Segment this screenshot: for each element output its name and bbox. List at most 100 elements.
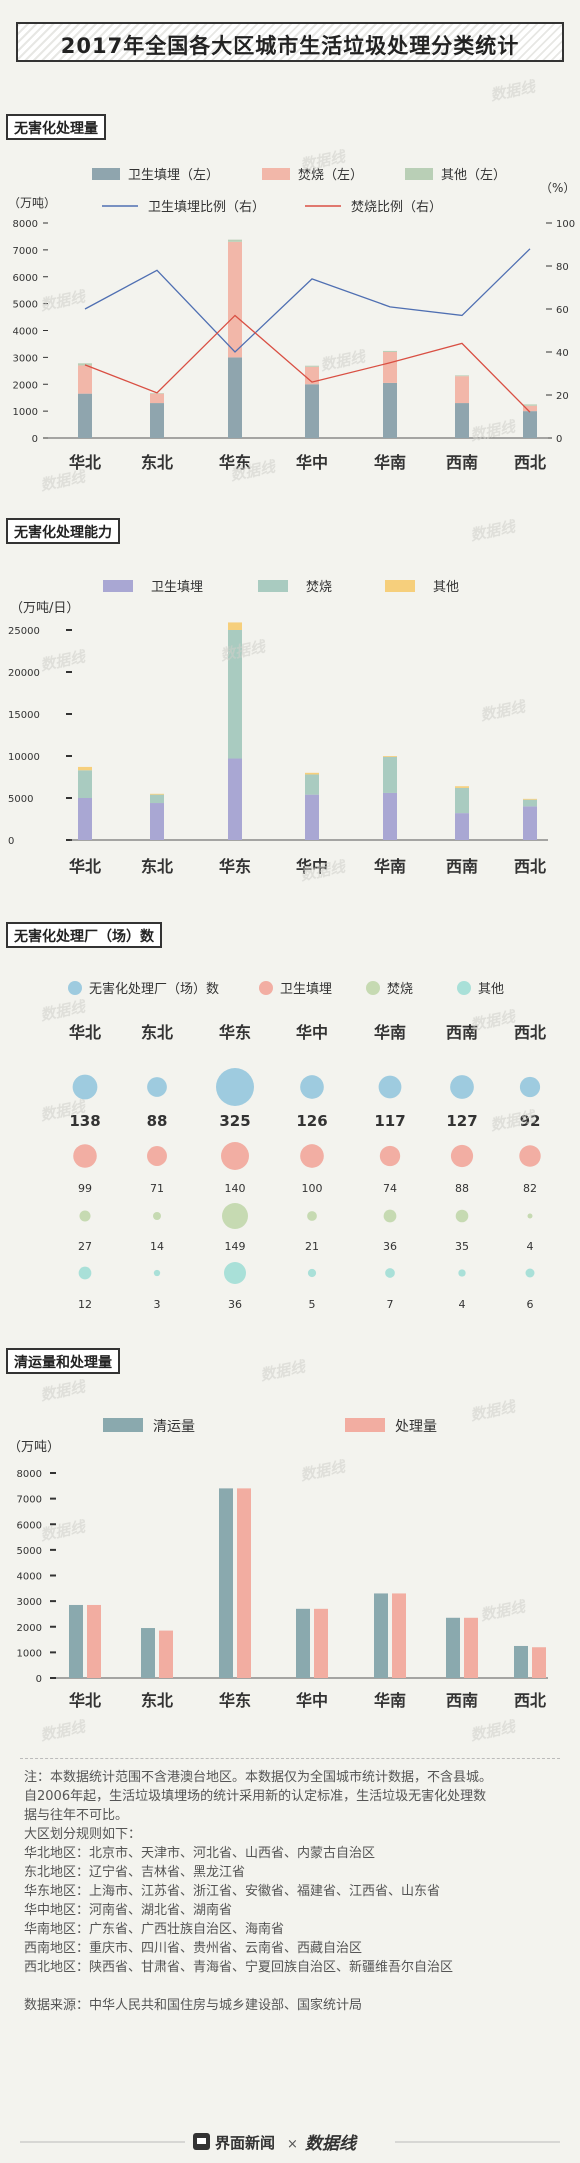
y-tick-label: 1000 [13, 407, 38, 418]
bubble-2-5 [455, 1209, 469, 1223]
x-tick-label: 华北 [69, 857, 101, 876]
x-tick-label: 华东 [219, 857, 251, 876]
legend-label-2: 其他 [433, 580, 459, 595]
y-tick-label: 5000 [8, 794, 33, 805]
y-tick-label: 7000 [17, 1495, 42, 1506]
bubble-value: 82 [523, 1182, 537, 1195]
bar-1-1 [150, 393, 164, 404]
bar-0-4 [383, 792, 397, 840]
bar-0-2 [219, 1488, 233, 1678]
bar-2-1 [150, 793, 164, 795]
bar-1-4 [392, 1593, 406, 1678]
legend-label-1: 处理量 [395, 1419, 437, 1435]
column-header: 东北 [141, 1023, 173, 1042]
legend-swatch-2 [405, 168, 433, 180]
bubble-2-4 [383, 1209, 397, 1223]
note-line: 注：本数据统计范围不含港澳台地区。本数据仅为全国城市统计数据，不含县城。 [24, 1770, 493, 1785]
bubble-value: 127 [446, 1112, 477, 1130]
section-title-plant-count: 无害化处理厂（场）数 [6, 922, 162, 948]
bubble-0-0 [72, 1074, 98, 1100]
bubble-3-1 [153, 1269, 161, 1277]
footer: 界面新闻 × 数据线 [20, 2133, 560, 2154]
legend-label-2: 其他（左） [441, 168, 506, 183]
y-tick-label: 3000 [17, 1597, 42, 1608]
y-tick-label: 0 [8, 836, 14, 847]
note-line: 自2006年起，生活垃圾填埋场的统计采用新的认定标准，生活垃圾无害化处理数 [24, 1789, 487, 1804]
bar-1-1 [159, 1630, 173, 1678]
bubble-value: 74 [383, 1182, 397, 1195]
y-tick-label: 10000 [8, 752, 40, 763]
bar-0-3 [296, 1608, 310, 1678]
note-line: 西南地区：重庆市、四川省、贵州省、云南省、西藏自治区 [24, 1941, 363, 1956]
x-tick-label: 华南 [374, 857, 406, 876]
bubble-value: 12 [78, 1298, 92, 1311]
bubble-value: 325 [219, 1112, 250, 1130]
bar-0-6 [523, 411, 537, 438]
y-axis-unit: （万吨） [8, 1440, 60, 1455]
x-tick-label: 东北 [141, 1691, 173, 1710]
bubble-value: 99 [78, 1182, 92, 1195]
bar-1-0 [87, 1604, 101, 1678]
column-header: 西南 [446, 1023, 478, 1042]
y2-tick-label: 20 [556, 391, 569, 402]
bar-0-0 [78, 393, 92, 438]
bar-0-1 [150, 403, 164, 438]
title-banner: 2017年全国各大区城市生活垃圾处理分类统计 [16, 22, 564, 62]
x-tick-label: 华中 [296, 453, 328, 472]
x-tick-label: 西南 [446, 453, 478, 472]
title-stripe [18, 24, 562, 60]
x-tick-label: 东北 [141, 453, 173, 472]
x-tick-label: 华南 [374, 1691, 406, 1710]
bar-1-5 [455, 376, 469, 404]
chart-collection-treatment: 清运量 处理量 （万吨） 0 1000 2000 3000 4000 5000 6000 7000 8… [8, 1418, 548, 1710]
bubble-value: 126 [296, 1112, 327, 1130]
watermark: 数据线 [258, 1357, 307, 1385]
bar-0-4 [374, 1593, 388, 1678]
bar-0-2 [228, 758, 242, 840]
footer-partner-logo: 数据线 [305, 2134, 358, 2154]
x-tick-label: 西北 [514, 857, 546, 876]
y-tick-label: 25000 [8, 626, 40, 637]
bubble-value: 138 [69, 1112, 100, 1130]
bubble-0-6 [519, 1076, 541, 1098]
note-line: 华北地区：北京市、天津市、河北省、山西省、内蒙古自治区 [24, 1846, 376, 1861]
legend-swatch-0 [92, 168, 120, 180]
legend-label-2: 焚烧 [387, 982, 413, 997]
bubble-value: 71 [150, 1182, 164, 1195]
bar-2-3 [305, 772, 319, 775]
bar-0-0 [69, 1604, 83, 1678]
bubble-3-4 [385, 1268, 395, 1278]
y-tick-label: 5000 [13, 300, 38, 311]
y-tick-label: 4000 [17, 1572, 42, 1583]
legend-swatch-1 [345, 1418, 385, 1432]
bubble-1-6 [519, 1145, 541, 1167]
x-tick-label: 华北 [69, 453, 101, 472]
legend-swatch-0 [103, 580, 133, 592]
bar-2-3 [305, 365, 319, 367]
bubble-value: 92 [520, 1112, 541, 1130]
bubble-value: 88 [455, 1182, 469, 1195]
legend-line-label-1: 焚烧比例（右） [351, 200, 442, 215]
chart-treatment-capacity: 卫生填埋 焚烧 其他 （万吨/日） 0 5000 10000 15000 20000 25000 华… [8, 580, 548, 876]
bar-1-6 [523, 405, 537, 412]
bubble-value: 117 [374, 1112, 405, 1130]
y-tick-label: 15000 [8, 710, 40, 721]
footer-brand: 界面新闻 [215, 2134, 275, 2152]
note-line: 华中地区：河南省、湖北省、湖南省 [24, 1903, 233, 1918]
bubble-1-4 [379, 1145, 401, 1167]
notes-block: 注：本数据统计范围不含港澳台地区。本数据仅为全国城市统计数据，不含县城。 自200… [24, 1768, 564, 2015]
legend-swatch-2 [366, 981, 380, 995]
bar-1-0 [78, 365, 92, 394]
x-tick-label: 华中 [296, 1691, 328, 1710]
y-tick-label: 8000 [13, 219, 38, 230]
bubble-3-6 [525, 1268, 535, 1278]
bar-1-4 [383, 756, 397, 793]
column-header: 华东 [219, 1023, 251, 1042]
bar-1-6 [523, 799, 537, 807]
x-tick-label: 华中 [296, 857, 328, 876]
bar-2-0 [78, 363, 92, 366]
bubble-0-2 [216, 1068, 254, 1106]
note-line: 华东地区：上海市、江苏省、浙江省、安徽省、福建省、江西省、山东省 [24, 1884, 441, 1899]
x-tick-label: 西北 [514, 1691, 546, 1710]
column-header: 西北 [514, 1023, 546, 1042]
